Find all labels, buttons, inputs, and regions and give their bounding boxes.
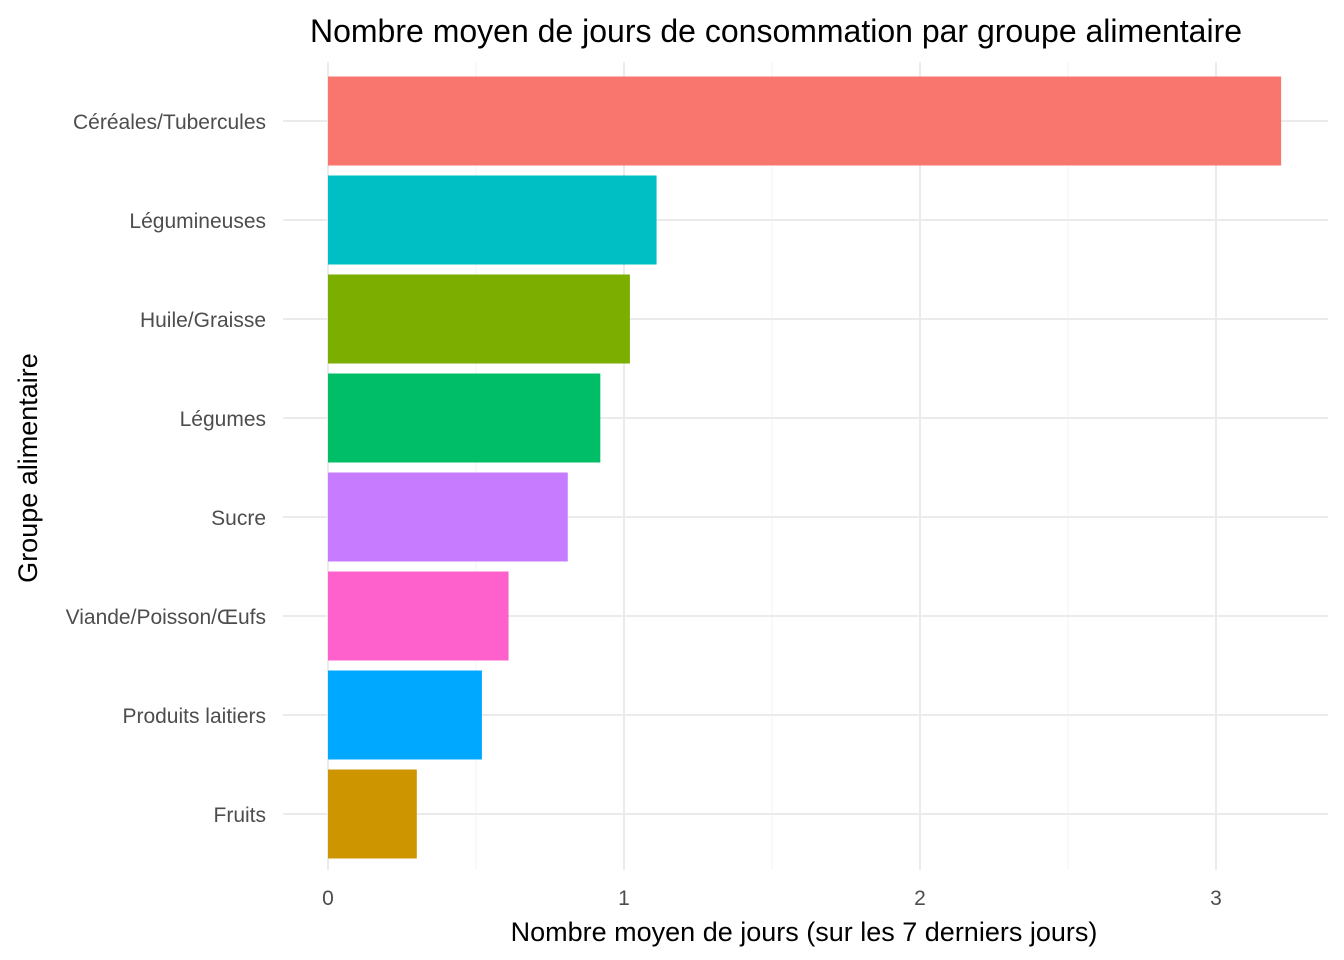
bar [328, 175, 657, 265]
y-tick-label: Fruits [214, 804, 267, 827]
x-tick-label: 1 [618, 887, 630, 910]
y-tick-label: Légumes [180, 408, 266, 431]
y-tick-label: Viande/Poisson/Œufs [66, 606, 266, 629]
chart-title: Nombre moyen de jours de consommation pa… [310, 13, 1242, 49]
bar [328, 571, 509, 661]
x-tick-label: 3 [1210, 887, 1222, 910]
y-tick-label: Légumineuses [129, 210, 266, 233]
bar [328, 274, 630, 364]
bar [328, 76, 1282, 166]
y-tick-label: Sucre [211, 507, 266, 530]
x-tick-label: 2 [914, 887, 926, 910]
bar [328, 769, 417, 859]
x-axis-title: Nombre moyen de jours (sur les 7 dernier… [511, 917, 1098, 947]
y-tick-label: Produits laitiers [122, 705, 266, 728]
bars [328, 76, 1282, 859]
bar [328, 373, 601, 463]
y-tick-label: Huile/Graisse [140, 309, 266, 332]
y-tick-label: Céréales/Tubercules [73, 111, 266, 134]
x-tick-labels: 0 1 2 3 [322, 887, 1222, 910]
y-axis-title: Groupe alimentaire [13, 353, 43, 583]
y-tick-labels: Céréales/Tubercules Légumineuses Huile/Gra… [66, 111, 266, 827]
bar [328, 670, 482, 760]
x-tick-label: 0 [322, 887, 334, 910]
bar [328, 472, 568, 562]
